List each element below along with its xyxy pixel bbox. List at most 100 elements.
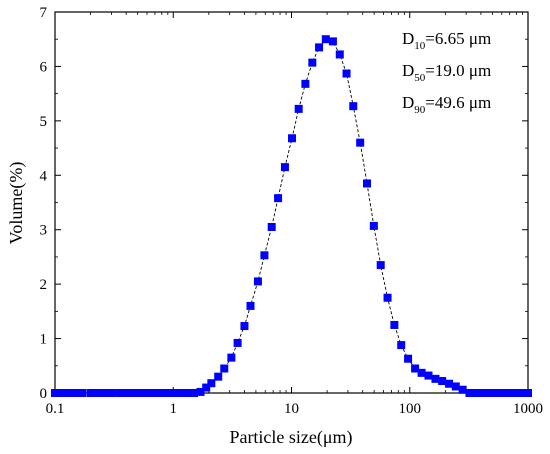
annotation-d50-rest: =19.0 μm: [425, 61, 491, 80]
data-point: [301, 79, 310, 88]
data-point: [169, 389, 178, 397]
data-point: [227, 353, 236, 362]
svg-text:D90=49.6 μm: D90=49.6 μm: [402, 93, 491, 116]
data-point: [202, 383, 211, 392]
data-point: [64, 389, 73, 397]
data-point: [363, 179, 371, 188]
annotation-d90-main: D: [402, 93, 414, 112]
annotation-d50-sub: 50: [414, 72, 426, 84]
data-point: [214, 372, 223, 381]
data-point: [404, 354, 413, 363]
data-point: [507, 389, 516, 397]
data-point: [328, 37, 337, 46]
data-point: [176, 389, 185, 397]
data-point: [493, 389, 502, 397]
data-point: [267, 222, 276, 231]
data-point: [349, 102, 358, 111]
data-point: [417, 368, 426, 377]
svg-text:D50=19.0 μm: D50=19.0 μm: [402, 61, 491, 84]
y-tick-label: 1: [40, 332, 48, 348]
data-point: [196, 387, 205, 396]
data-point: [86, 389, 95, 397]
data-point: [122, 389, 131, 397]
data-point: [383, 293, 392, 302]
annotation-d50: D50=19.0 μm: [402, 61, 491, 84]
data-point: [369, 221, 378, 230]
x-axis-title: Particle size(μm): [229, 427, 352, 448]
data-point: [513, 389, 522, 397]
data-point: [438, 377, 447, 386]
data-point: [411, 364, 420, 373]
y-tick-label: 7: [40, 5, 48, 21]
data-point: [288, 134, 297, 143]
data-point: [424, 371, 433, 380]
data-point: [240, 322, 249, 331]
y-tick-label: 2: [40, 277, 48, 293]
y-tick-label: 6: [40, 59, 48, 75]
data-point: [182, 389, 191, 397]
data-point: [431, 374, 440, 383]
data-point: [253, 277, 262, 286]
data-point: [220, 364, 229, 373]
series-markers: [51, 35, 532, 397]
data-point: [335, 50, 344, 59]
data-point: [233, 338, 242, 347]
data-point: [157, 389, 166, 397]
data-point: [356, 138, 365, 147]
data-point: [315, 43, 324, 52]
annotation-d90-rest: =49.6 μm: [425, 93, 491, 112]
data-point: [150, 389, 159, 397]
annotation-d90-sub: 90: [414, 104, 426, 116]
annotation-d10-main: D: [402, 29, 414, 48]
tick-labels: 0.1 1 10 100 1000 0 1 2 3 4 5 6 7: [40, 5, 544, 417]
data-point: [479, 389, 488, 397]
data-point: [397, 341, 406, 350]
data-point: [390, 320, 399, 329]
annotation-d90: D90=49.6 μm: [402, 93, 491, 116]
data-point: [71, 389, 80, 397]
axis-ticks: [54, 11, 529, 394]
data-point: [135, 389, 144, 397]
data-point: [107, 389, 116, 397]
x-tick-label: 1: [170, 401, 178, 417]
data-point: [524, 389, 532, 397]
data-point: [445, 379, 454, 388]
y-tick-label: 5: [40, 114, 48, 130]
data-point: [294, 104, 303, 113]
y-axis-title: Volume(%): [6, 162, 27, 245]
data-point: [78, 389, 87, 397]
annotation-d10-sub: 10: [414, 40, 426, 52]
data-point: [100, 389, 109, 397]
data-point: [129, 389, 138, 397]
data-point: [308, 58, 317, 67]
svg-text:D10=6.65 μm: D10=6.65 μm: [402, 29, 491, 52]
annotation-d10-rest: =6.65 μm: [425, 29, 491, 48]
data-point: [246, 301, 255, 310]
annotation-d50-main: D: [402, 61, 414, 80]
data-point: [465, 389, 474, 397]
data-point: [51, 389, 59, 397]
y-tick-label: 4: [40, 168, 48, 184]
data-point: [115, 389, 124, 397]
annotation-d10: D10=6.65 μm: [402, 29, 491, 52]
data-point: [58, 389, 67, 397]
y-tick-label: 0: [40, 386, 48, 402]
y-tick-label: 3: [40, 223, 48, 239]
data-point: [500, 389, 509, 397]
data-point: [190, 389, 199, 397]
data-point: [321, 35, 330, 44]
data-point: [342, 69, 351, 78]
data-point: [260, 251, 269, 260]
data-point: [458, 385, 467, 394]
data-point: [274, 194, 283, 203]
x-tick-label: 0.1: [46, 401, 65, 417]
x-tick-label: 1000: [513, 401, 543, 417]
data-point: [280, 163, 289, 172]
data-point: [163, 389, 172, 397]
data-point: [472, 389, 481, 397]
data-point: [486, 389, 495, 397]
data-point: [93, 389, 102, 397]
data-point: [143, 389, 152, 397]
data-point: [376, 261, 385, 270]
